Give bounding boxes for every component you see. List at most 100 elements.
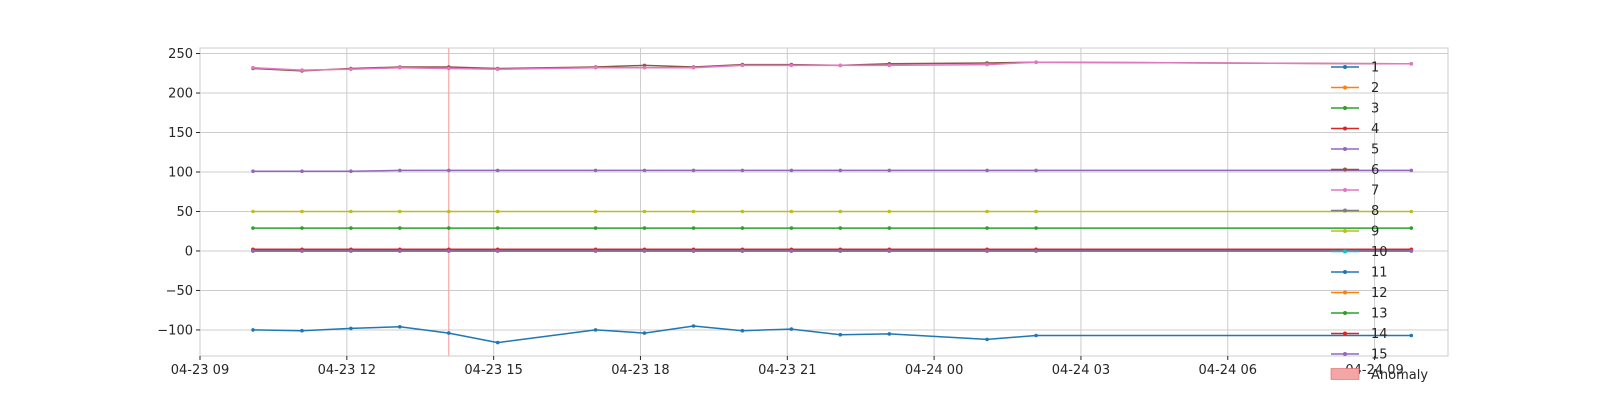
legend-label-13: 13 — [1371, 307, 1388, 322]
data-point — [300, 68, 304, 72]
legend-marker-1 — [1343, 65, 1347, 69]
data-point — [594, 210, 598, 214]
data-point — [398, 325, 402, 329]
data-point — [300, 249, 304, 253]
data-point — [741, 169, 745, 173]
data-point — [888, 210, 892, 214]
y-tick-label: −100 — [157, 323, 193, 338]
data-point — [985, 338, 989, 342]
data-point — [1034, 334, 1038, 338]
y-tick-label: 0 — [185, 244, 193, 259]
data-point — [349, 226, 353, 230]
legend-label-9: 9 — [1371, 225, 1379, 240]
legend-label-7: 7 — [1371, 184, 1379, 199]
data-point — [1034, 210, 1038, 214]
legend-label-3: 3 — [1371, 102, 1379, 117]
data-point — [888, 64, 892, 68]
data-point — [1034, 60, 1038, 64]
data-point — [300, 329, 304, 333]
data-point — [496, 341, 500, 345]
legend-marker-5 — [1343, 147, 1347, 151]
y-tick-label: −50 — [166, 284, 193, 299]
data-point — [1410, 226, 1414, 230]
data-point — [790, 169, 794, 173]
data-point — [447, 331, 451, 335]
data-point — [692, 210, 696, 214]
data-point — [300, 210, 304, 214]
legend-label-5: 5 — [1371, 143, 1379, 158]
legend-label-2: 2 — [1371, 81, 1379, 96]
y-tick-label: 200 — [168, 87, 193, 102]
data-point — [1410, 249, 1414, 253]
legend-label-6: 6 — [1371, 163, 1379, 178]
y-tick-label: 150 — [168, 126, 193, 141]
legend-marker-4 — [1343, 127, 1347, 131]
legend-marker-10 — [1343, 250, 1347, 254]
x-tick-label: 04-23 15 — [464, 363, 522, 378]
data-point — [643, 331, 647, 335]
legend-marker-6 — [1343, 168, 1347, 172]
data-point — [496, 169, 500, 173]
data-point — [398, 169, 402, 173]
y-tick-label: 250 — [168, 47, 193, 62]
x-tick-label: 04-24 03 — [1052, 363, 1110, 378]
legend-label-4: 4 — [1371, 122, 1379, 137]
data-point — [888, 226, 892, 230]
data-point — [839, 64, 843, 68]
data-point — [741, 210, 745, 214]
data-point — [251, 169, 255, 173]
data-point — [496, 210, 500, 214]
data-point — [985, 226, 989, 230]
data-point — [888, 332, 892, 336]
data-point — [839, 333, 843, 337]
data-point — [594, 226, 598, 230]
legend-marker-7 — [1343, 188, 1347, 192]
data-point — [692, 249, 696, 253]
data-point — [692, 226, 696, 230]
data-point — [398, 226, 402, 230]
data-point — [790, 327, 794, 331]
data-point — [447, 226, 451, 230]
legend-marker-14 — [1343, 332, 1347, 336]
data-point — [300, 169, 304, 173]
legend-marker-11 — [1343, 270, 1347, 274]
legend-marker-9 — [1343, 229, 1347, 233]
data-point — [985, 210, 989, 214]
data-point — [1410, 210, 1414, 214]
data-point — [1410, 334, 1414, 338]
legend-label-anomaly: Anomaly — [1371, 368, 1428, 383]
legend-label-11: 11 — [1371, 266, 1388, 281]
data-point — [447, 249, 451, 253]
data-point — [349, 327, 353, 331]
y-tick-label: 50 — [176, 205, 193, 220]
data-point — [741, 249, 745, 253]
data-point — [1034, 249, 1038, 253]
data-point — [447, 210, 451, 214]
data-point — [251, 249, 255, 253]
legend-marker-2 — [1343, 86, 1347, 90]
data-point — [1034, 169, 1038, 173]
data-point — [594, 249, 598, 253]
x-tick-label: 04-23 09 — [171, 363, 229, 378]
legend-label-14: 14 — [1371, 327, 1388, 342]
data-point — [643, 169, 647, 173]
legend-label-12: 12 — [1371, 286, 1388, 301]
data-point — [594, 328, 598, 332]
data-point — [398, 249, 402, 253]
legend-marker-15 — [1343, 352, 1347, 356]
data-point — [985, 63, 989, 67]
data-point — [643, 226, 647, 230]
data-point — [251, 328, 255, 332]
data-point — [692, 324, 696, 328]
data-point — [349, 169, 353, 173]
x-tick-label: 04-23 21 — [758, 363, 816, 378]
data-point — [741, 64, 745, 68]
legend-marker-3 — [1343, 106, 1347, 110]
data-point — [496, 249, 500, 253]
data-point — [839, 249, 843, 253]
data-point — [349, 210, 353, 214]
data-point — [398, 210, 402, 214]
legend-marker-12 — [1343, 291, 1347, 295]
legend-label-15: 15 — [1371, 348, 1388, 363]
